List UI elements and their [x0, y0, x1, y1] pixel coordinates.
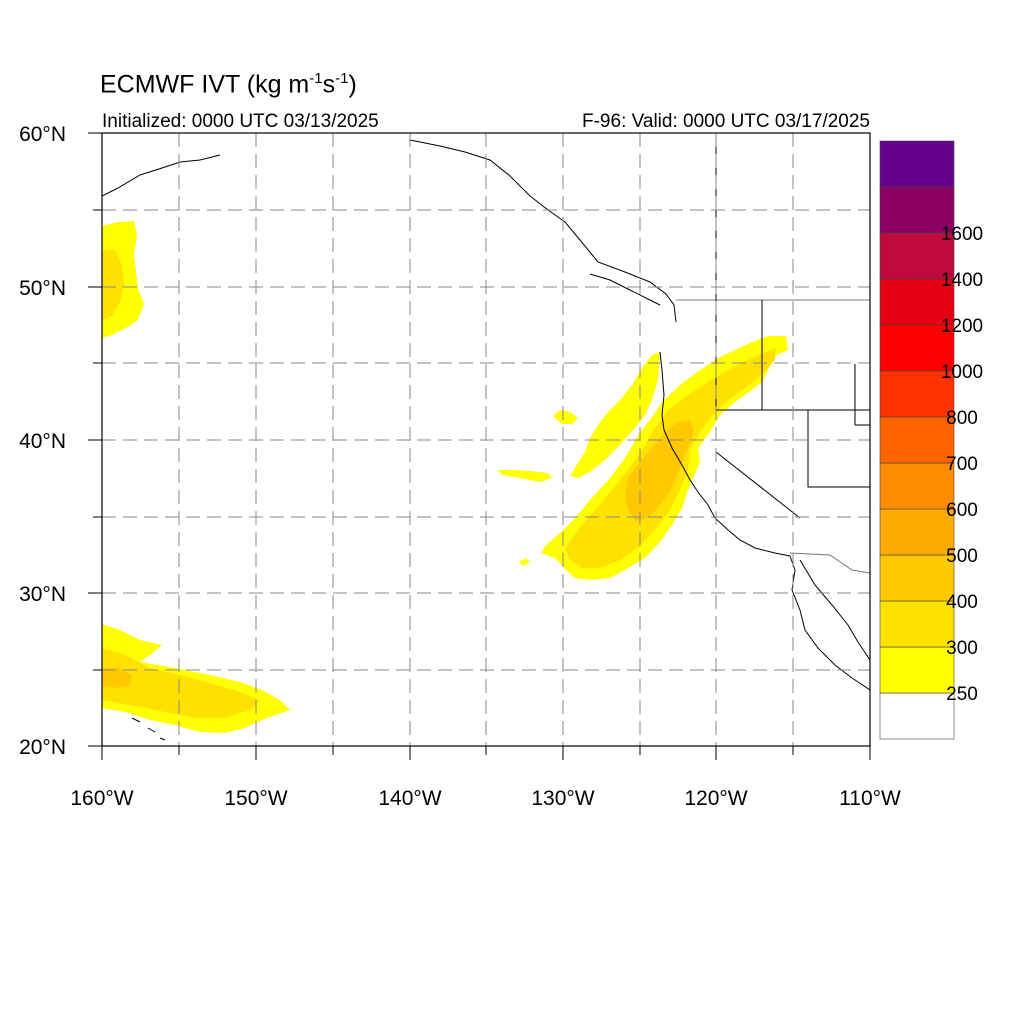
lon-label-110w: 110°W [839, 787, 901, 810]
lon-label-150w: 150°W [224, 787, 287, 810]
left-ticks-major [88, 132, 102, 747]
valid-time-label: F-96: Valid: 0000 UTC 03/17/2025 [582, 111, 870, 132]
lon-label-130w: 130°W [531, 787, 594, 810]
lat-label-40: 40°N [19, 430, 66, 453]
colorbar-swatch [879, 646, 955, 694]
colorbar-label: 1200 [941, 316, 983, 337]
us-west-coast [659, 351, 791, 557]
lat-label-60: 60°N [19, 123, 66, 146]
colorbar-swatch [879, 600, 955, 648]
lon-label-140w: 140°W [378, 787, 441, 810]
initialized-label: Initialized: 0000 UTC 03/13/2025 [102, 111, 379, 132]
alaska-gulf-coast [409, 139, 677, 323]
bc-coast [589, 273, 661, 306]
map-plot-area [102, 133, 870, 746]
left-ticks-mid [93, 209, 102, 671]
ivt-plume-400 [625, 420, 694, 522]
lat-label-20: 20°N [19, 736, 66, 759]
colorbar-label: 600 [946, 500, 978, 521]
colorbar-swatch [879, 186, 955, 234]
state-border-5 [854, 364, 870, 426]
colorbar-label: 400 [946, 592, 978, 613]
ivt-blob-1 [553, 410, 578, 424]
latitude-labels: 60°N 50°N 40°N 30°N 20°N [19, 123, 66, 759]
us-mexico-border [789, 552, 870, 574]
colorbar: 250 300 400 500 600 700 800 1000 1200 1400 1600 [879, 140, 983, 740]
state-border-4 [807, 410, 870, 488]
alaska-coast [102, 154, 221, 197]
ivt-blob-3 [519, 558, 530, 566]
bottom-ticks-major [101, 746, 871, 760]
gulf-california-coast [799, 559, 870, 661]
colorbar-label: 1600 [941, 224, 983, 245]
colorbar-label: 700 [946, 454, 978, 475]
colorbar-label: 250 [946, 684, 978, 705]
lat-label-30: 30°N [19, 583, 66, 606]
colorbar-label: 300 [946, 638, 978, 659]
gridlines-lon [178, 133, 794, 746]
gridlines [102, 133, 870, 746]
baja-coast [789, 555, 870, 691]
colorbar-swatch [879, 462, 955, 510]
state-border-2 [715, 451, 801, 519]
colorbar-swatch [879, 370, 955, 418]
colorbar-swatch [879, 554, 955, 602]
colorbar-swatch [879, 416, 955, 464]
colorbar-swatch [879, 692, 955, 740]
bottom-ticks-mid [178, 746, 794, 755]
ivt-west-band-300 [102, 250, 124, 320]
lon-label-120w: 120°W [684, 787, 747, 810]
ivt-blob-2 [498, 470, 552, 482]
hawaii-islands [131, 717, 166, 741]
ivt-subtropical-400 [102, 668, 132, 688]
colorbar-swatch [879, 278, 955, 326]
colorbar-label: 800 [946, 408, 978, 429]
map-title: ECMWF IVT (kg m-1s-1) [100, 70, 357, 99]
colorbar-swatch [879, 508, 955, 556]
colorbar-swatch [879, 232, 955, 280]
colorbar-swatch [879, 324, 955, 372]
coastlines [102, 139, 870, 741]
ivt-subtropical-300 [102, 648, 260, 718]
tick-marks [88, 132, 871, 760]
ivt-plume-north-250 [570, 352, 660, 478]
colorbar-label: 500 [946, 546, 978, 567]
lon-label-160w: 160°W [70, 787, 133, 810]
colorbar-label: 1000 [941, 362, 983, 383]
longitude-labels: 160°W 150°W 140°W 130°W 120°W 110°W [70, 787, 901, 810]
colorbar-label: 1400 [941, 270, 983, 291]
ivt-shading [102, 221, 788, 733]
colorbar-swatch [879, 140, 955, 188]
lat-label-50: 50°N [19, 277, 66, 300]
